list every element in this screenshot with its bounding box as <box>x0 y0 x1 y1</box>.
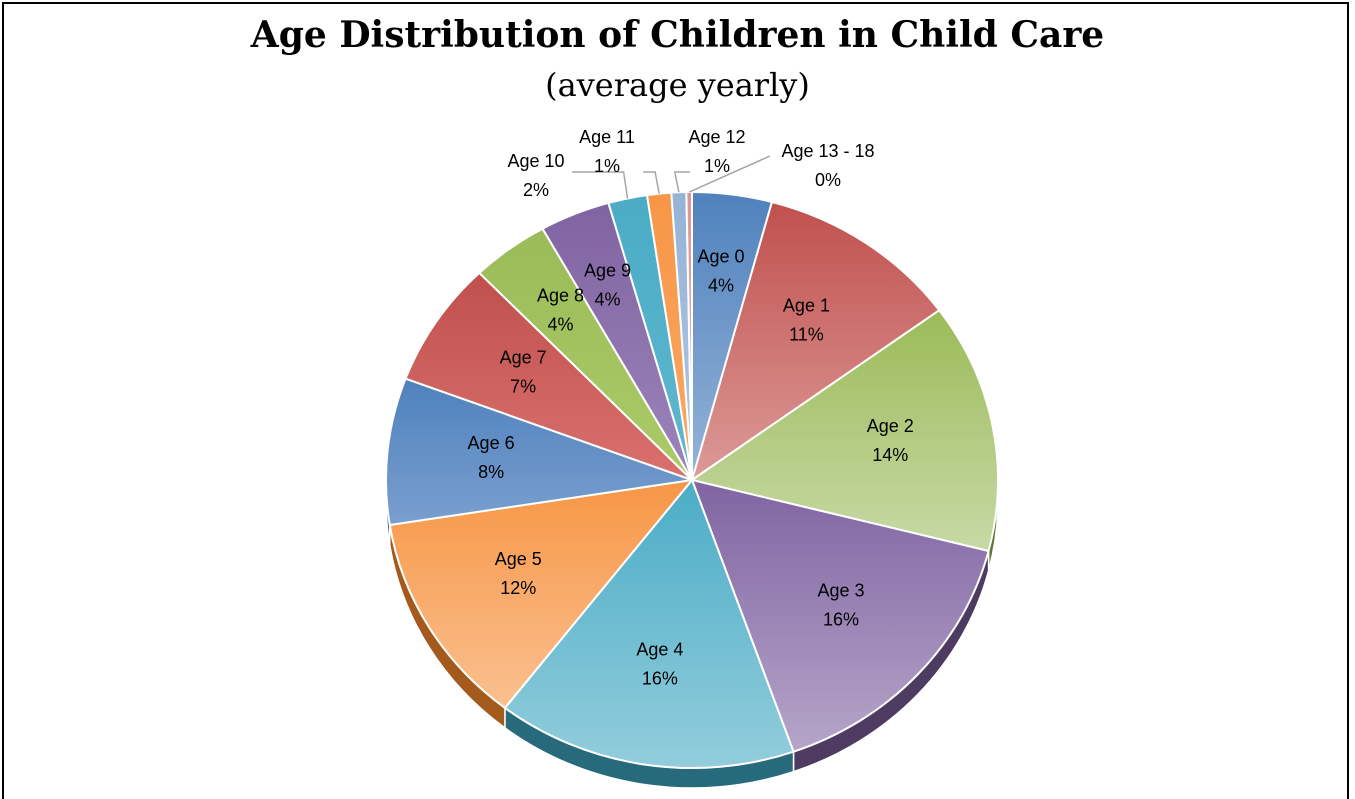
slice-label-age-1: Age 1 <box>783 295 830 315</box>
slice-percent-age-3: 16% <box>823 609 859 629</box>
slice-label-age-4: Age 4 <box>636 640 683 660</box>
slice-label-age-12: Age 12 <box>688 127 745 147</box>
leader-line-age-12 <box>673 171 690 193</box>
leader-lines <box>572 155 771 199</box>
leader-line-age-11 <box>643 171 660 194</box>
chart-title: Age Distribution of Children in Child Ca… <box>250 14 1105 56</box>
pie-slice-age-3 <box>690 478 990 753</box>
leader-line-age-13-18 <box>688 155 771 193</box>
slice-label-age-8: Age 8 <box>537 286 584 306</box>
slice-label-age-5: Age 5 <box>495 549 542 569</box>
chart-subtitle: (average yearly) <box>545 66 810 104</box>
slice-label-age-13-18: Age 13 - 18 <box>781 141 874 161</box>
pie-slice-age-6 <box>385 377 693 527</box>
slice-label-age-2: Age 2 <box>867 416 914 436</box>
pie-slice-age-5 <box>388 478 695 710</box>
slice-percent-age-5: 12% <box>500 578 536 598</box>
slice-labels: Age 04%Age 111%Age 214%Age 316%Age 416%A… <box>468 127 914 689</box>
slice-percent-age-11: 1% <box>594 156 620 176</box>
pie-slice-age-4 <box>503 478 795 769</box>
pie-slice-age-7 <box>404 271 693 481</box>
slice-percent-age-7: 7% <box>510 377 536 397</box>
pie-slice-age-1 <box>690 200 941 483</box>
pie-slices <box>385 190 999 769</box>
slice-label-age-10: Age 10 <box>507 151 564 171</box>
slice-percent-age-8: 4% <box>548 315 574 335</box>
slice-label-age-7: Age 7 <box>500 348 547 368</box>
slice-percent-age-9: 4% <box>595 289 621 309</box>
slice-percent-age-13-18: 0% <box>815 170 841 190</box>
slice-percent-age-6: 8% <box>478 462 504 482</box>
pie-slice-age-2 <box>689 308 999 553</box>
slice-label-age-0: Age 0 <box>698 246 745 266</box>
slice-label-age-9: Age 9 <box>584 260 631 280</box>
slice-percent-age-10: 2% <box>523 180 549 200</box>
slice-percent-age-4: 16% <box>642 669 678 689</box>
slice-percent-age-0: 4% <box>708 275 734 295</box>
slice-percent-age-12: 1% <box>704 156 730 176</box>
slice-percent-age-2: 14% <box>872 445 908 465</box>
slice-label-age-3: Age 3 <box>818 580 865 600</box>
slice-percent-age-1: 11% <box>789 324 824 344</box>
leader-line-age-10 <box>572 171 629 199</box>
slice-label-age-11: Age 11 <box>579 127 635 147</box>
slice-label-age-6: Age 6 <box>468 433 515 453</box>
